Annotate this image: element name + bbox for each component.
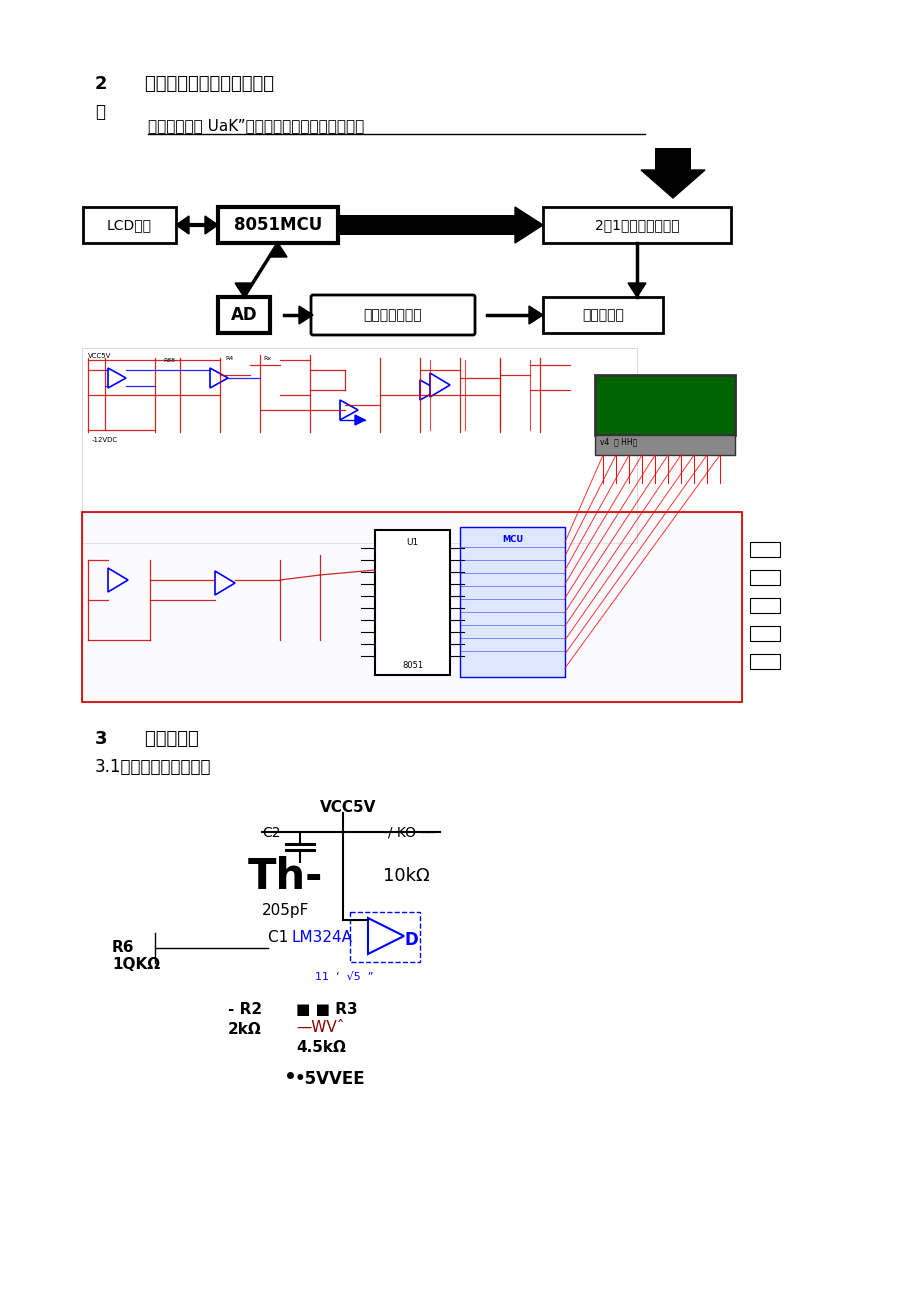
Bar	[460, 526, 564, 678]
Polygon shape	[205, 216, 218, 235]
Text: R88: R88	[163, 358, 175, 364]
Polygon shape	[299, 306, 312, 324]
Text: 8051: 8051	[402, 661, 423, 670]
Text: -/ KO ---: -/ KO ---	[382, 826, 435, 840]
Text: 3      各模块实现: 3 各模块实现	[95, 730, 199, 748]
Text: LM324A: LM324A	[291, 930, 353, 945]
Text: 2      系统结构框图与完整电路图: 2 系统结构框图与完整电路图	[95, 76, 274, 93]
Polygon shape	[528, 306, 542, 324]
Bar	[218, 297, 269, 334]
Text: 10kΩ: 10kΩ	[382, 866, 429, 885]
Polygon shape	[355, 414, 365, 425]
Text: - R2: - R2	[228, 1002, 262, 1018]
Bar	[749, 625, 779, 641]
Text: 2选1开关（继电器）: 2选1开关（继电器）	[594, 218, 678, 232]
Bar	[218, 207, 337, 242]
Polygon shape	[108, 568, 128, 592]
Text: 「正强振荡器 UaK”变换」广广标准电阐、人体」: 「正强振荡器 UaK”变换」广广标准电阐、人体」	[148, 119, 364, 133]
Text: 4.5kΩ: 4.5kΩ	[296, 1040, 346, 1055]
Text: C1: C1	[267, 930, 293, 945]
Text: Rx: Rx	[263, 356, 271, 361]
Bar	[542, 297, 663, 334]
Polygon shape	[215, 571, 234, 595]
Text: Th-: Th-	[248, 856, 323, 898]
Polygon shape	[340, 400, 357, 420]
Bar	[595, 375, 734, 435]
Bar	[82, 348, 636, 543]
Bar	[375, 530, 449, 675]
Text: 、: 、	[95, 103, 105, 121]
Polygon shape	[641, 169, 704, 198]
Text: U1: U1	[406, 538, 418, 547]
Text: 3.1、文氏电桥振荡器：: 3.1、文氏电桥振荡器：	[95, 758, 211, 777]
Bar	[82, 512, 742, 702]
Text: D: D	[404, 932, 418, 949]
Text: VCC5V: VCC5V	[88, 353, 111, 360]
FancyBboxPatch shape	[311, 294, 474, 335]
Text: 8051MCU: 8051MCU	[233, 216, 322, 235]
Text: 1QKΩ: 1QKΩ	[112, 956, 160, 972]
Text: —WVˆ: —WVˆ	[296, 1020, 344, 1035]
Text: AD: AD	[231, 306, 257, 324]
Polygon shape	[268, 242, 287, 257]
Bar	[542, 207, 731, 242]
Polygon shape	[234, 283, 253, 297]
Polygon shape	[176, 216, 188, 235]
Text: R4: R4	[225, 356, 233, 361]
Text: C2: C2	[262, 826, 280, 840]
Bar	[83, 207, 176, 242]
Polygon shape	[628, 283, 645, 297]
Polygon shape	[368, 919, 403, 954]
Text: 205pF: 205pF	[262, 903, 309, 919]
Text: •5VVEE: •5VVEE	[295, 1070, 365, 1088]
Text: 2kΩ: 2kΩ	[228, 1022, 262, 1037]
Text: ■ ■ R3: ■ ■ R3	[296, 1002, 357, 1018]
Bar	[82, 512, 742, 702]
Text: 11  ‘  √5  ”: 11 ‘ √5 ”	[314, 972, 373, 982]
Text: 差动放大器: 差动放大器	[582, 308, 623, 322]
Text: -12VDC: -12VDC	[92, 437, 118, 443]
Bar	[749, 542, 779, 556]
Text: LCD显示: LCD显示	[107, 218, 152, 232]
Polygon shape	[420, 380, 437, 400]
Text: R6: R6	[112, 939, 134, 955]
Text: 精密整流、滤波: 精密整流、滤波	[363, 308, 422, 322]
Bar	[337, 215, 515, 235]
Text: MCU: MCU	[502, 536, 523, 543]
Polygon shape	[108, 367, 126, 388]
Polygon shape	[429, 373, 449, 397]
Polygon shape	[210, 367, 228, 388]
Bar	[749, 569, 779, 585]
Bar	[749, 598, 779, 612]
Text: v4  出 HH剪: v4 出 HH剪	[599, 437, 637, 446]
Polygon shape	[515, 207, 542, 242]
Bar	[654, 149, 690, 169]
Bar	[595, 435, 734, 455]
Text: VCC5V: VCC5V	[320, 800, 376, 814]
Bar	[749, 654, 779, 668]
